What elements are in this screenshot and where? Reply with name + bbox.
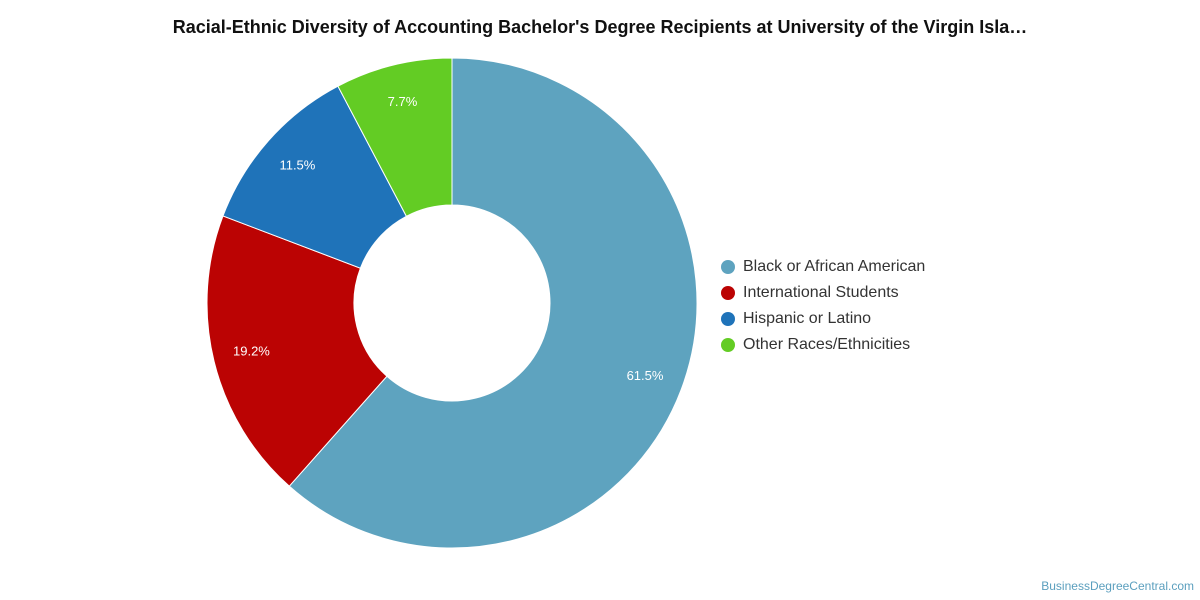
legend-label: Hispanic or Latino: [743, 310, 872, 327]
data-label: 19.2%: [233, 344, 270, 359]
legend-item[interactable]: Hispanic or Latino: [721, 306, 925, 332]
chart-title: Racial-Ethnic Diversity of Accounting Ba…: [172, 17, 1028, 37]
legend-label: Black or African American: [743, 258, 926, 275]
legend-swatch-icon: [721, 312, 735, 326]
legend-item[interactable]: International Students: [721, 280, 925, 306]
legend-label: Other Races/Ethnicities: [743, 336, 911, 353]
legend-item[interactable]: Other Races/Ethnicities: [721, 332, 925, 358]
legend-swatch-icon: [721, 260, 735, 274]
pie-slice-black-or-african-american[interactable]: [288, 57, 698, 549]
source-credit[interactable]: BusinessDegreeCentral.com: [1041, 579, 1194, 593]
data-label: 7.7%: [388, 94, 418, 109]
pie-slice-other-races-ethnicities[interactable]: [337, 57, 453, 217]
legend-swatch-icon: [721, 286, 735, 300]
pie-slice-international-students[interactable]: [206, 215, 388, 487]
chart-legend: Black or African American International S…: [721, 254, 925, 358]
legend-label: International Students: [743, 284, 899, 301]
data-label: 11.5%: [279, 158, 315, 173]
legend-swatch-icon: [721, 338, 735, 352]
data-label: 61.5%: [627, 368, 664, 383]
pie-slice-hispanic-or-latino[interactable]: [222, 85, 408, 269]
legend-item[interactable]: Black or African American: [721, 254, 925, 280]
